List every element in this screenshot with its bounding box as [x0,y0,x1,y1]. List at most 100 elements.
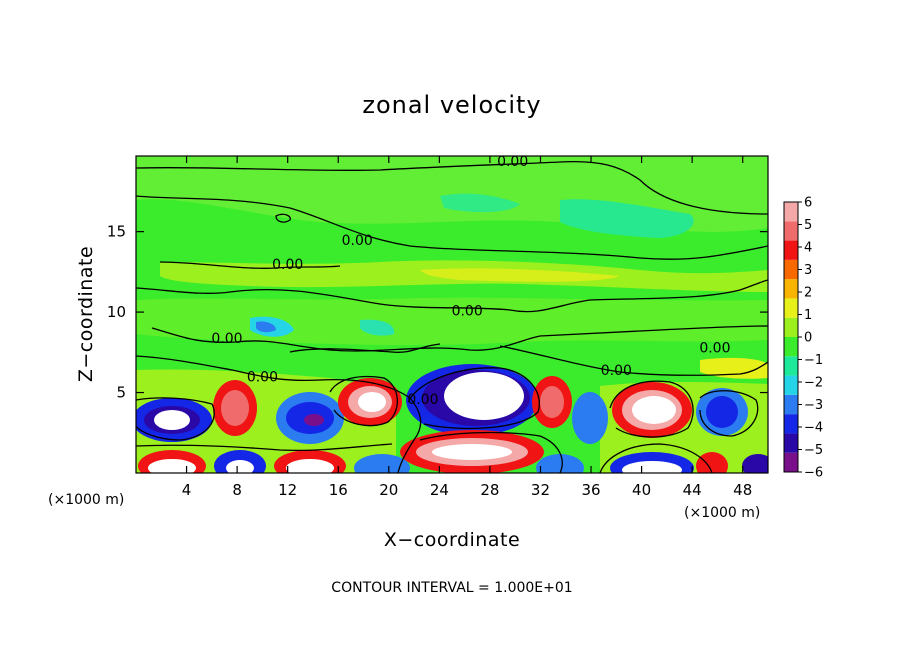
colorbar-swatch [784,317,798,337]
colorbar-tick-label: −4 [804,421,823,436]
colorbar-tick-label: 1 [804,308,812,323]
cell-blue-right [572,392,608,444]
colorbar-swatch [784,375,798,395]
cyan-patch-upper [560,199,694,238]
bottom-blue-6 [536,454,584,473]
velocity-field [136,156,768,473]
plot-frame [135,155,769,474]
cell-white-left [154,410,190,430]
contour-line-007 [499,345,768,376]
colorbar-swatch [784,337,798,357]
colorbar-tick-label: −1 [804,353,823,368]
x-unit-left: (×1000 m) [48,492,124,508]
colorbar-swatch [784,394,798,415]
x-tick-label: 36 [581,481,600,499]
contour-line-base-3 [599,443,713,473]
contour-line-base-1 [136,443,393,452]
blue-patch-mid [256,321,276,333]
mid-band [136,297,768,346]
contour-line-006 [136,355,422,473]
cell-purple-mid [304,414,324,426]
contour-line-cell-5 [407,367,540,430]
colorbar-tick-label: 3 [804,263,812,278]
cell-white-big [444,372,524,420]
x-tick-label: 20 [379,481,398,499]
bottom-white-5 [432,444,512,460]
cell-red-left-core [221,390,249,426]
colorbar-tick-label: 5 [804,218,812,233]
colorbar-swatch [784,298,798,318]
y-tick-label: 15 [107,223,126,241]
cyan-patch-upper2 [440,193,520,213]
chart-title: zonal velocity [362,91,541,119]
contour-label: 0.00 [407,392,438,408]
colorbar-tick-label: 6 [804,196,812,211]
contour-label: 0.00 [497,154,528,170]
contour-line-cell-9 [699,390,759,437]
contour-labels: 0.00 0.00 0.00 0.00 0.00 0.00 0.00 0.00 0.00 [211,154,730,408]
bottom-blue-4 [354,454,410,473]
colorbar-swatch [784,279,798,299]
contour-label: 0.00 [452,304,483,320]
contour-line-loop-b [289,343,441,353]
colorbar-swatch [784,356,798,376]
contour-label: 0.00 [699,341,730,357]
x-tick-label: 16 [329,481,348,499]
contour-line-base-2 [419,431,563,473]
bottom-red-8 [696,452,728,473]
yellow-streak [420,268,620,282]
colorbar-tick-label: −3 [804,398,823,413]
bottom-white-1 [148,459,196,473]
contour-line-013 [159,261,341,269]
lower-yellow-band [136,369,396,473]
y-axis: 5 10 15 [107,223,768,402]
colorbar-tick-label: 2 [804,286,812,301]
cyan-patch-mid2 [360,319,395,336]
x-axis: 4 8 12 16 20 24 28 32 36 40 44 48 [182,156,752,499]
bottom-white-3 [286,459,334,473]
x-tick-label: 28 [480,481,499,499]
x-tick-label: 32 [531,481,550,499]
contour-line-upper [136,195,768,260]
colorbar-swatch [784,221,798,241]
colorbar-tick-label: −6 [804,466,823,481]
x-tick-label: 48 [733,481,752,499]
y-tick-label: 5 [116,384,126,402]
y-axis-label: Z−coordinate [75,246,97,382]
colorbar-tick-label: 4 [804,241,812,256]
colorbar-swatch [784,452,798,472]
colorbar-swatch [784,240,798,260]
colorbar-swatch [784,433,798,453]
colorbar-tick-label: −5 [804,443,823,458]
x-unit-right: (×1000 m) [684,505,760,521]
x-tick-label: 4 [182,481,192,499]
colorbar-swatch [784,259,798,280]
contour-line-008 [151,325,768,352]
yellow-patch-right [700,357,768,379]
x-tick-label: 12 [278,481,297,499]
cell-blue-far-right-core [706,396,738,428]
cell-white-mid [358,392,386,412]
contour-line-010 [136,279,768,313]
contour-label: 0.00 [211,331,242,347]
bottom-blue-9 [742,454,768,473]
x-tick-label: 8 [232,481,242,499]
cell-white-right2 [632,396,676,424]
y-tick-label: 10 [107,303,126,321]
contour-interval-note: CONTOUR INTERVAL = 1.000E+01 [331,580,572,596]
contour-line-cell-8 [609,380,694,438]
contour-label: 0.00 [247,370,278,386]
x-tick-label: 44 [683,481,702,499]
contour-label: 0.00 [601,363,632,379]
bottom-white-7 [622,461,682,473]
x-axis-label: X−coordinate [384,529,520,551]
contour-line-cell-4 [329,375,398,427]
contour-line-top [136,160,768,215]
x-tick-label: 24 [430,481,449,499]
contour-line-loop-a [275,213,291,223]
bottom-white-2 [226,460,254,473]
contour-lines [136,160,768,473]
cell-red-right-core [540,386,564,418]
contour-line-cell-1 [136,397,215,441]
